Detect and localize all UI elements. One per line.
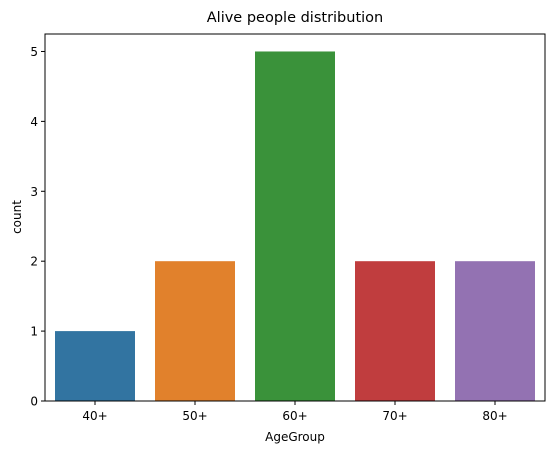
bar-40+ [55, 331, 135, 401]
x-axis: 40+ 50+ 60+ 70+ 80+ [82, 401, 508, 423]
x-tick-label: 60+ [282, 409, 307, 423]
bar-80+ [455, 261, 535, 401]
x-axis-label: AgeGroup [265, 430, 325, 444]
chart-title: Alive people distribution [207, 10, 383, 26]
x-tick-label: 70+ [382, 409, 407, 423]
bars [55, 51, 535, 401]
y-axis-label: count [10, 200, 24, 234]
bar-50+ [155, 261, 235, 401]
y-tick-label: 2 [30, 255, 38, 269]
bar-70+ [355, 261, 435, 401]
x-tick-label: 40+ [82, 409, 107, 423]
x-tick-label: 80+ [482, 409, 507, 423]
x-tick-label: 50+ [182, 409, 207, 423]
y-tick-label: 1 [30, 325, 38, 339]
y-tick-label: 4 [30, 115, 38, 129]
y-tick-label: 0 [30, 395, 38, 409]
bar-60+ [255, 51, 335, 401]
y-axis: 0 1 2 3 4 5 [30, 45, 45, 409]
y-tick-label: 3 [30, 185, 38, 199]
y-tick-label: 5 [30, 45, 38, 59]
